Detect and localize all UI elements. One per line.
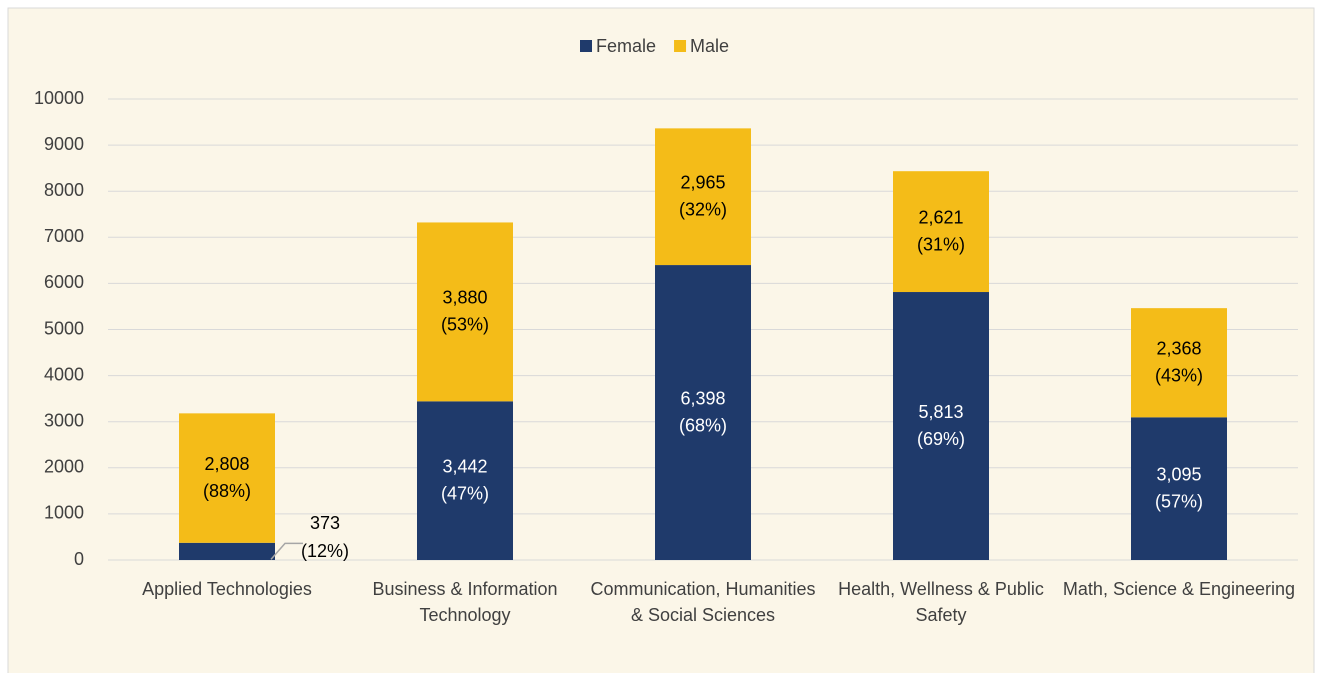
y-tick-label: 3000 bbox=[44, 410, 84, 430]
x-tick-label: Applied Technologies bbox=[142, 579, 312, 599]
data-label: 2,368 bbox=[1156, 338, 1201, 358]
leader-line bbox=[270, 542, 303, 560]
bar-segment bbox=[655, 128, 751, 266]
y-tick-label: 2000 bbox=[44, 457, 84, 477]
legend-label: Male bbox=[690, 36, 729, 56]
bar-segment bbox=[417, 401, 513, 560]
bar-segment bbox=[179, 413, 275, 543]
y-tick-label: 10000 bbox=[34, 88, 84, 108]
y-tick-label: 7000 bbox=[44, 226, 84, 246]
x-tick-label: Health, Wellness & Public Safety bbox=[838, 579, 1044, 625]
data-label: (53%) bbox=[441, 315, 489, 335]
y-tick-label: 8000 bbox=[44, 180, 84, 200]
y-tick-label: 9000 bbox=[44, 134, 84, 154]
data-label: 3,442 bbox=[442, 456, 487, 476]
y-tick-label: 5000 bbox=[44, 318, 84, 338]
legend-swatch bbox=[580, 40, 592, 52]
bar-segment bbox=[655, 265, 751, 560]
data-label: (68%) bbox=[679, 415, 727, 435]
data-label: 2,621 bbox=[918, 207, 963, 227]
data-label: 373 bbox=[310, 513, 340, 533]
data-label: 3,095 bbox=[1156, 464, 1201, 484]
x-tick-label: Math, Science & Engineering bbox=[1062, 579, 1296, 599]
legend-label: Female bbox=[596, 36, 656, 56]
x-tick-label: Business & Information Technology bbox=[372, 579, 558, 625]
data-label: 5,813 bbox=[918, 402, 963, 422]
y-tick-label: 1000 bbox=[44, 503, 84, 523]
legend-swatch bbox=[674, 40, 687, 52]
data-label: (47%) bbox=[441, 483, 489, 503]
y-tick-label: 4000 bbox=[44, 364, 84, 384]
bar-segment bbox=[893, 292, 989, 560]
bar-segment bbox=[417, 222, 513, 402]
data-label: 2,808 bbox=[204, 454, 249, 474]
bar-segment bbox=[893, 171, 989, 293]
data-label: (43%) bbox=[1155, 365, 1203, 385]
data-label: (69%) bbox=[917, 429, 965, 449]
x-tick-label: Communication, Humanities & Social Scien… bbox=[590, 579, 816, 625]
y-tick-label: 0 bbox=[74, 549, 84, 569]
bar-segment bbox=[1131, 417, 1227, 560]
data-label: 3,880 bbox=[442, 288, 487, 308]
y-tick-label: 6000 bbox=[44, 272, 84, 292]
data-label: (12%) bbox=[301, 541, 349, 561]
bar-segment bbox=[1131, 308, 1227, 418]
data-label: 6,398 bbox=[680, 388, 725, 408]
data-label: (31%) bbox=[917, 234, 965, 254]
data-label: 2,965 bbox=[680, 172, 725, 192]
bar-segment bbox=[179, 542, 275, 560]
data-label: (32%) bbox=[679, 199, 727, 219]
data-label: (57%) bbox=[1155, 491, 1203, 511]
data-label: (88%) bbox=[203, 481, 251, 501]
